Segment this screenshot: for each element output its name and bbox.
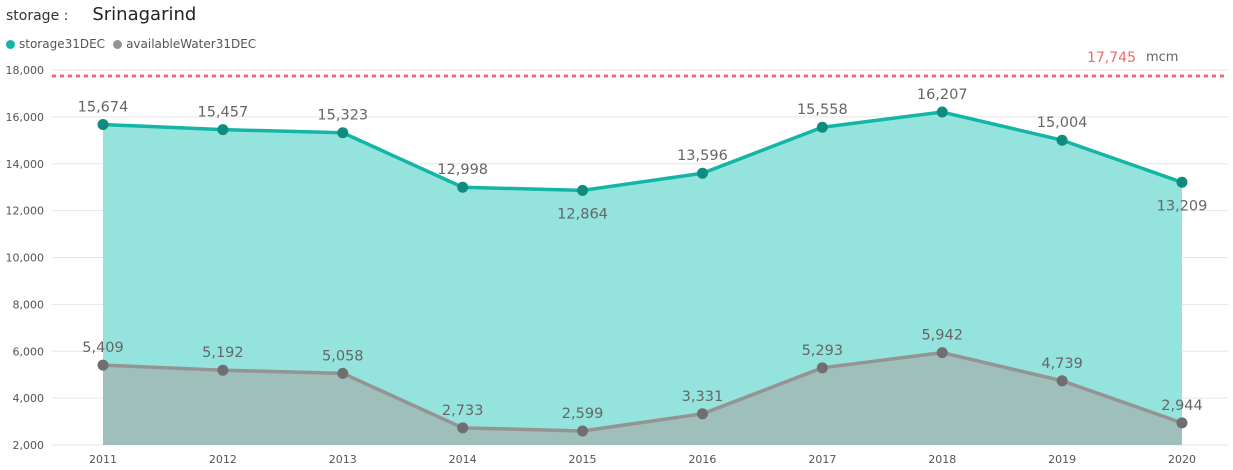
available-water-point (97, 359, 109, 371)
storage-data-label: 16,207 (917, 87, 968, 103)
available-water-data-label: 2,944 (1161, 398, 1203, 414)
y-tick-label: 8,000 (13, 298, 45, 311)
storage-point (1056, 134, 1068, 146)
available-water-data-label: 3,331 (682, 389, 724, 405)
legend-storage-dot-icon (6, 39, 15, 49)
storage-point (936, 106, 948, 118)
max-capacity-unit: mcm (1146, 50, 1178, 65)
y-tick-label: 6,000 (13, 345, 45, 358)
available-water-data-label: 5,409 (82, 340, 124, 356)
available-water-data-label: 4,739 (1041, 356, 1083, 372)
y-tick-label: 18,000 (6, 64, 45, 77)
available-water-line (102, 350, 1183, 433)
available-water-data-label: 5,192 (202, 345, 244, 361)
available-water-point (577, 425, 589, 437)
storage-data-label: 12,998 (437, 162, 488, 178)
x-tick-label: 2020 (1168, 453, 1196, 466)
series-lines (102, 110, 1183, 433)
legend-item-available-water[interactable]: availableWater31DEC (113, 37, 256, 51)
max-capacity-value: 17,745 (1087, 50, 1136, 66)
storage-data-label: 13,596 (677, 148, 728, 164)
storage-filter-value[interactable]: Srinagarind (92, 4, 197, 25)
available-water-data-label: 5,058 (322, 348, 364, 364)
x-axis: 2011 2012 2013 2014 2015 2016 2017 2018 2019 2020 (89, 453, 1196, 466)
y-axis: 2,000 4,000 6,000 8,000 10,000 12,000 14,000 16… (6, 64, 45, 452)
x-tick-label: 2017 (808, 453, 836, 466)
x-tick-label: 2015 (569, 453, 597, 466)
storage-point (457, 181, 469, 193)
legend: storage31DEC availableWater31DEC (6, 37, 264, 51)
available-water-point (457, 422, 469, 434)
available-water-point (337, 367, 349, 379)
storage-point (97, 119, 109, 131)
data-points (97, 106, 1188, 437)
storage-point (337, 127, 349, 139)
storage-point (577, 184, 589, 196)
storage-point (217, 124, 229, 136)
series-areas (103, 112, 1182, 445)
storage-point (696, 167, 708, 179)
y-tick-label: 10,000 (6, 252, 45, 265)
chart-header: storage : Srinagarind (6, 4, 196, 28)
y-tick-label: 2,000 (13, 439, 45, 452)
available-water-point (1176, 417, 1188, 429)
x-tick-label: 2016 (688, 453, 716, 466)
x-tick-label: 2012 (209, 453, 237, 466)
available-water-data-label: 2,599 (562, 406, 604, 422)
available-water-point (1056, 375, 1068, 387)
available-water-point (936, 347, 948, 359)
storage-data-label: 12,864 (557, 206, 608, 222)
y-tick-label: 14,000 (6, 158, 45, 171)
storage-line (102, 110, 1183, 193)
x-tick-label: 2011 (89, 453, 117, 466)
x-tick-label: 2014 (449, 453, 477, 466)
storage-data-label: 15,674 (78, 100, 129, 116)
storage-data-label: 15,558 (797, 102, 848, 118)
x-tick-label: 2018 (928, 453, 956, 466)
available-water-data-label: 2,733 (442, 403, 484, 419)
legend-storage-label: storage31DEC (19, 37, 106, 51)
storage-filter-label: storage : (6, 8, 69, 24)
legend-available-water-label: availableWater31DEC (126, 37, 257, 51)
available-water-data-label: 5,942 (921, 328, 963, 344)
storage-data-label: 13,209 (1157, 198, 1208, 214)
available-water-point (816, 362, 828, 374)
available-water-data-label: 5,293 (802, 343, 844, 359)
y-tick-label: 16,000 (6, 111, 45, 124)
storage-point (816, 121, 828, 133)
y-tick-label: 12,000 (6, 205, 45, 218)
available-water-area (103, 352, 1182, 445)
storage-data-label: 15,323 (317, 108, 368, 124)
data-labels: 15,674 15,457 15,323 12,998 12,864 13,596 15,5… (78, 87, 1208, 422)
storage-point (1176, 176, 1188, 188)
available-water-point (696, 408, 708, 420)
storage-data-label: 15,457 (198, 105, 249, 121)
x-tick-label: 2013 (329, 453, 357, 466)
reference-line-group: 17,745 mcm (52, 50, 1228, 78)
y-tick-label: 4,000 (13, 392, 45, 405)
legend-available-water-dot-icon (113, 39, 123, 49)
legend-item-storage[interactable]: storage31DEC (6, 37, 105, 51)
x-tick-label: 2019 (1048, 453, 1076, 466)
storage-data-label: 15,004 (1037, 115, 1088, 131)
available-water-point (217, 364, 229, 376)
